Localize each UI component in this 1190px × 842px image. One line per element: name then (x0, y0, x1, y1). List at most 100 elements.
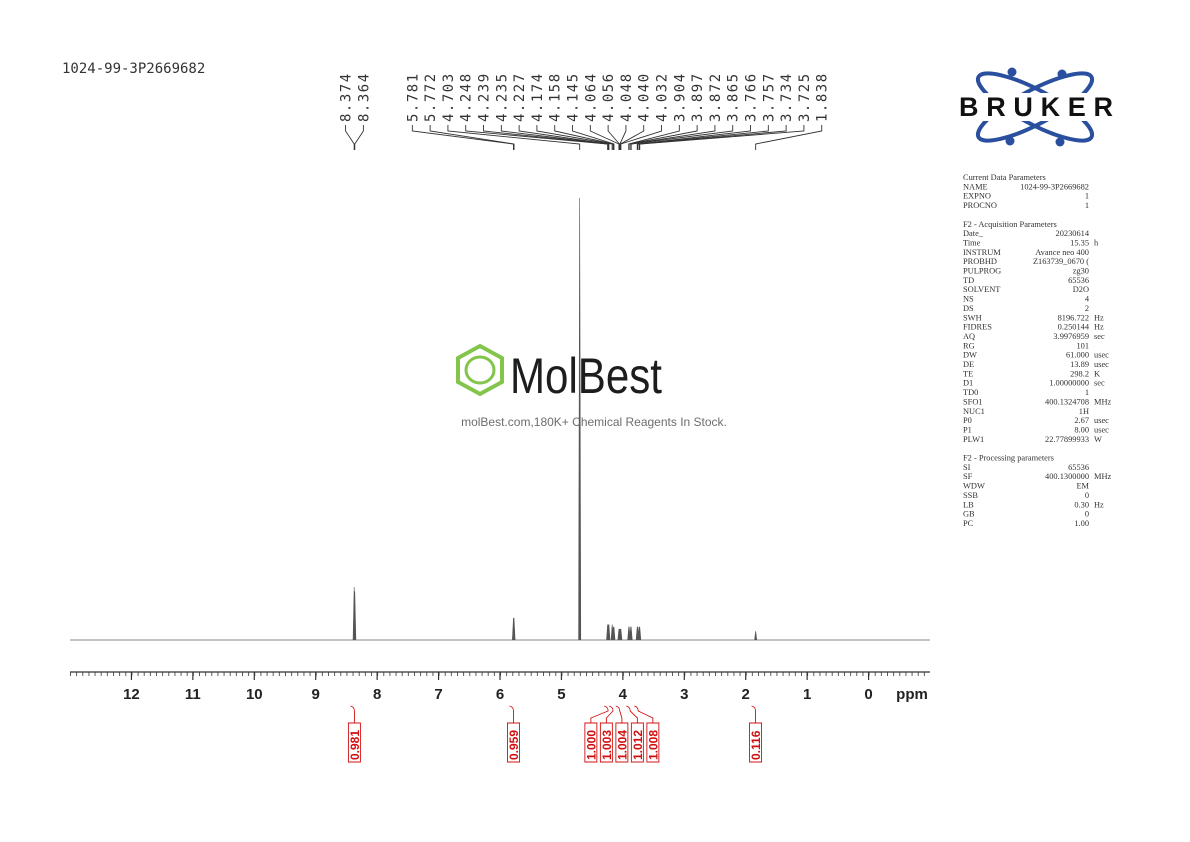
peak-label: 4.040 (637, 72, 653, 122)
parameter-name: SI (963, 463, 971, 472)
x-tick-label: 6 (496, 686, 504, 703)
peak-label: 3.897 (690, 72, 706, 122)
x-tick-label: 2 (742, 686, 750, 703)
parameter-name: TE (963, 369, 973, 378)
peak-label: 4.703 (441, 72, 457, 122)
parameter-value: D2O (1073, 285, 1089, 294)
x-tick-label: 7 (434, 686, 442, 703)
peak-label: 5.772 (423, 72, 439, 122)
sample-id: 1024-99-3P2669682 (62, 61, 205, 77)
peak-label-connector (554, 125, 614, 150)
parameter-value: 400.1300000 (1045, 472, 1089, 481)
x-tick-label: 4 (619, 686, 628, 703)
peak-label: 8.364 (356, 72, 372, 122)
parameter-name: PULPROG (963, 267, 1001, 276)
parameter-value: zg30 (1073, 267, 1089, 276)
peak-label-connector (628, 125, 698, 150)
parameter-name: PROCNO (963, 201, 997, 210)
integral-bracket (626, 705, 644, 763)
integral-label: 0.981 (348, 730, 362, 760)
peak-label-connector (619, 125, 627, 150)
watermark-name: MolBest (510, 348, 662, 404)
parameter-unit: Hz (1094, 313, 1104, 322)
peak-label: 4.248 (459, 72, 475, 122)
peak-label: 4.145 (566, 72, 582, 122)
parameter-name: EXPNO (963, 192, 991, 201)
peak-label: 3.725 (797, 72, 813, 122)
parameter-value: 1.00 (1074, 519, 1089, 528)
x-tick-label: 5 (557, 686, 565, 703)
parameter-value: 15.35 (1070, 238, 1089, 247)
peak-label-connector (465, 125, 609, 150)
parameter-value: EM (1076, 482, 1089, 491)
integral-label: 1.012 (631, 730, 645, 760)
parameter-value: 22.77899933 (1045, 435, 1089, 444)
peak-label-connector (447, 125, 581, 150)
parameter-value: 65536 (1068, 276, 1089, 285)
peak-label-connector (607, 125, 620, 150)
parameter-value: 1 (1085, 192, 1089, 201)
parameter-section-title: Current Data Parameters (963, 173, 1046, 182)
integral-bracket (634, 705, 660, 763)
peak (619, 628, 623, 641)
peak-label-connector (354, 125, 364, 150)
parameter-value: 0.250144 (1058, 323, 1090, 332)
peak-label: 4.032 (655, 72, 671, 122)
x-tick-label: 0 (864, 686, 872, 703)
peak-label-connector (620, 125, 662, 150)
x-tick-label: 9 (312, 686, 320, 703)
parameter-unit: h (1094, 238, 1099, 247)
peak-label-connector (536, 125, 613, 150)
parameter-value: 61.000 (1066, 351, 1089, 360)
peak (607, 624, 611, 641)
parameter-value: Z163739_0670 ( (1033, 257, 1089, 266)
parameter-name: GB (963, 510, 975, 519)
peak-label: 4.064 (583, 72, 599, 122)
parameter-name: INSTRUM (963, 248, 1001, 257)
parameter-value: 2 (1085, 304, 1089, 313)
peak-label: 4.227 (512, 72, 528, 122)
parameter-name: P1 (963, 425, 972, 434)
x-tick-label: 10 (246, 686, 263, 703)
peak-label-connector (637, 125, 769, 150)
integral-label: 1.003 (600, 730, 614, 760)
peak-label: 3.757 (761, 72, 777, 122)
parameter-value: 400.1324708 (1045, 397, 1089, 406)
parameter-value: 20230614 (1056, 229, 1090, 238)
peak (612, 626, 616, 641)
parameter-value: 0 (1085, 491, 1089, 500)
x-tick-label: 3 (680, 686, 688, 703)
peak-label-connector (500, 125, 609, 150)
peak-label-connector (638, 125, 787, 150)
peak-label: 3.734 (779, 72, 795, 122)
x-tick-label: 1 (803, 686, 811, 703)
x-axis-label: ppm (896, 686, 928, 703)
parameter-unit: Hz (1094, 323, 1104, 332)
peak (629, 626, 633, 641)
parameter-name: SWH (963, 313, 982, 322)
peak-label-connector (483, 125, 609, 150)
peak-label: 4.056 (601, 72, 617, 122)
plot: 12 11 10 9 8 7 6 5 4 3 2 1 08.374 8.364 5.781 5.772 4.70… (123, 72, 873, 763)
parameter-unit: sec (1094, 332, 1105, 341)
peak (353, 591, 357, 641)
parameter-value: 4 (1085, 295, 1090, 304)
parameter-name: PC (963, 519, 974, 528)
integral-bracket (507, 705, 520, 763)
integral-bracket (584, 705, 609, 763)
peak-label-connector (755, 125, 823, 150)
parameter-value: 8.00 (1074, 425, 1089, 434)
peak (512, 617, 516, 641)
parameter-unit: usec (1094, 425, 1109, 434)
peak-label-connector (589, 125, 620, 150)
parameter-name: NAME (963, 182, 988, 191)
peak-label-connector (345, 125, 355, 150)
peak-label-connector (639, 125, 805, 150)
peak-label: 5.781 (405, 72, 421, 122)
integral-label: 1.008 (646, 730, 660, 760)
parameter-value: 8196.722 (1058, 313, 1089, 322)
parameter-name: RG (963, 341, 975, 350)
peak-label: 4.239 (477, 72, 493, 122)
parameter-value: 1024-99-3P2669682 (1020, 182, 1089, 191)
